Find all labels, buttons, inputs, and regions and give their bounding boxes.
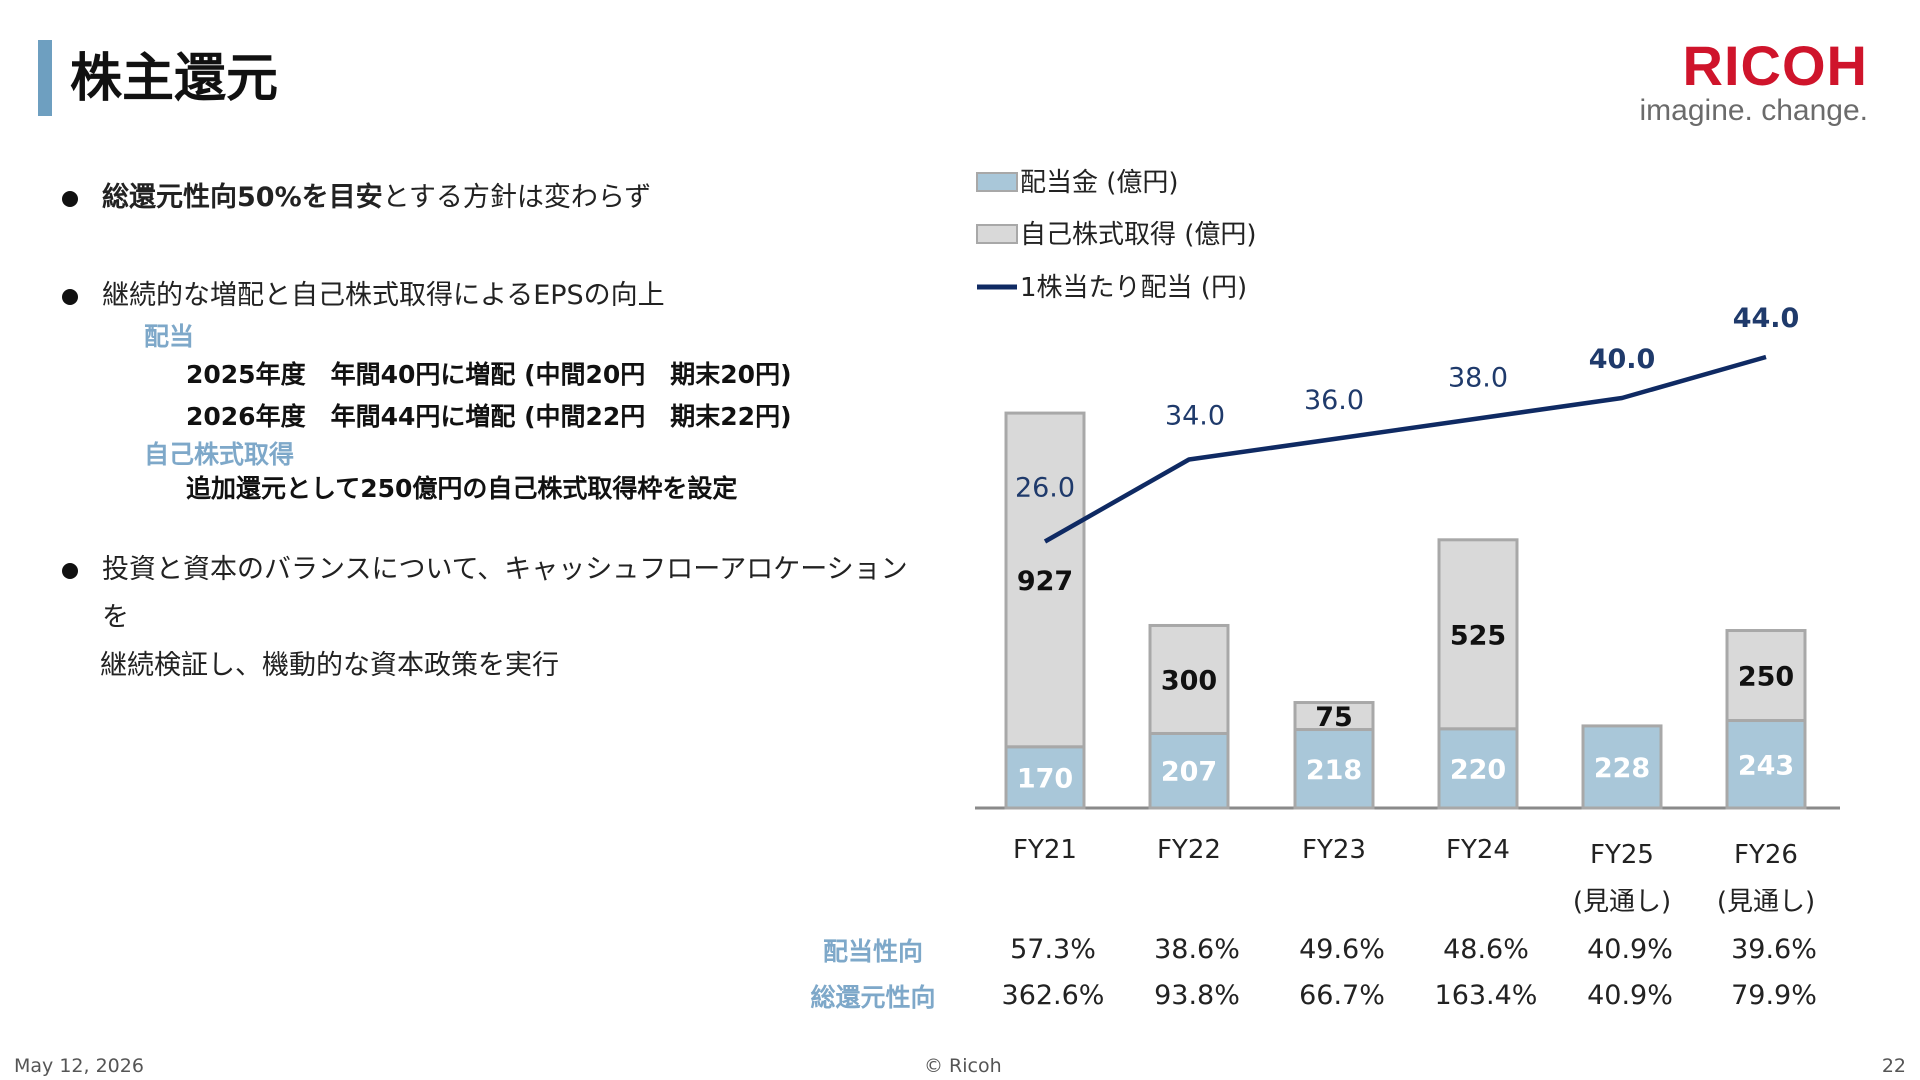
logo-wordmark: RICOH <box>1682 34 1868 97</box>
x-tick-note-fy26: (見通し) <box>1717 887 1815 917</box>
bar-label-dividend-fy24: 220 <box>1450 754 1506 785</box>
dps-label-fy21: 26.0 <box>1015 473 1075 504</box>
dps-line <box>1043 354 1767 544</box>
table-cell-payout-ratio-fy25: 40.9% <box>1587 934 1673 965</box>
x-tick-label-fy21: FY21 <box>1013 835 1077 865</box>
x-tick-label-fy26: FY26 <box>1734 840 1798 870</box>
bar-label-buyback-fy22: 300 <box>1161 665 1217 696</box>
dps-label-fy26: 44.0 <box>1733 303 1800 334</box>
table-cell-total-return-ratio-fy21: 362.6% <box>1002 980 1105 1011</box>
legend-label-dividend: 配当金 (億円) <box>1020 168 1179 198</box>
bar-buyback-fy22 <box>1148 623 1230 735</box>
bar-buyback-fy23 <box>1293 701 1375 732</box>
bullet-policy: 総還元性向50%を目安とする方針は変わらず <box>58 174 918 222</box>
dps-label-fy25: 40.0 <box>1589 344 1656 375</box>
bullet-list: 総還元性向50%を目安とする方針は変わらず 継続的な増配と自己株式取得によるEP… <box>58 170 918 690</box>
dps-label-fy24: 38.0 <box>1448 363 1508 394</box>
table-cell-payout-ratio-fy23: 49.6% <box>1299 934 1385 965</box>
table-cell-total-return-ratio-fy26: 79.9% <box>1731 980 1817 1011</box>
bar-label-buyback-fy24: 525 <box>1450 620 1506 651</box>
table-row-label-total-return-ratio: 総還元性向 <box>810 983 935 1012</box>
legend-label-buyback: 自己株式取得 (億円) <box>1020 220 1257 250</box>
bar-buyback-fy21 <box>1004 411 1086 749</box>
table-cell-total-return-ratio-fy22: 93.8% <box>1154 980 1240 1011</box>
bullet-eps: 継続的な増配と自己株式取得によるEPSの向上 <box>58 272 918 320</box>
bar-dividend-fy26 <box>1725 719 1807 810</box>
legend-swatch-buyback <box>976 224 1018 244</box>
table-cell-payout-ratio-fy21: 57.3% <box>1010 934 1096 965</box>
table-cell-payout-ratio-fy26: 39.6% <box>1731 934 1817 965</box>
footer-page-number: 22 <box>1881 1055 1906 1077</box>
bar-dividend-fy22 <box>1148 731 1230 810</box>
page-title: 株主還元 <box>70 49 279 109</box>
footer-copyright: © Ricoh <box>924 1055 1002 1077</box>
bar-label-dividend-fy26: 243 <box>1738 750 1794 781</box>
x-tick-label-fy24: FY24 <box>1446 835 1510 865</box>
legend-label-dps: 1株当たり配当 (円) <box>1020 273 1247 303</box>
bar-buyback-fy26 <box>1725 629 1807 723</box>
bar-label-dividend-fy22: 207 <box>1161 757 1217 788</box>
bullet-capital-policy-cont: 継続検証し、機動的な資本政策を実行 <box>100 650 559 681</box>
title-accent-bar <box>38 40 52 116</box>
bar-label-buyback-fy23: 75 <box>1315 702 1353 733</box>
bar-label-buyback-fy21: 927 <box>1017 566 1073 597</box>
table-cell-total-return-ratio-fy24: 163.4% <box>1435 980 1538 1011</box>
dividend-line-2026: 2026年度 年間44円に増配 (中間22円 期末22円) <box>186 402 792 431</box>
bar-label-dividend-fy25: 228 <box>1594 753 1650 784</box>
x-tick-label-fy22: FY22 <box>1157 835 1221 865</box>
buyback-heading: 自己株式取得 <box>144 440 295 469</box>
legend-swatch-dividend <box>976 172 1018 192</box>
x-tick-label-fy25: FY25 <box>1590 840 1654 870</box>
bar-dividend-fy24 <box>1437 727 1519 810</box>
dividend-line-2025: 2025年度 年間40円に増配 (中間20円 期末20円) <box>186 360 792 389</box>
footer-date: May 12, 2026 <box>14 1055 144 1077</box>
bar-buyback-fy24 <box>1437 538 1519 731</box>
logo-tagline: imagine. change. <box>1639 94 1869 127</box>
table-cell-total-return-ratio-fy25: 40.9% <box>1587 980 1673 1011</box>
buyback-line: 追加還元として250億円の自己株式取得枠を設定 <box>186 474 738 503</box>
table-cell-payout-ratio-fy24: 48.6% <box>1443 934 1529 965</box>
table-cell-payout-ratio-fy22: 38.6% <box>1154 934 1240 965</box>
bullet-policy-rest: とする方針は変わらず <box>382 182 652 213</box>
ricoh-logo: RICOH imagine. change. <box>1640 36 1869 128</box>
table-row-label-payout-ratio: 配当性向 <box>823 937 923 966</box>
dividend-heading: 配当 <box>144 322 195 351</box>
x-tick-label-fy23: FY23 <box>1302 835 1366 865</box>
bar-label-dividend-fy21: 170 <box>1017 763 1073 794</box>
bar-label-buyback-fy26: 250 <box>1738 662 1794 693</box>
dps-label-fy22: 34.0 <box>1165 401 1225 432</box>
bullet-capital-policy: 投資と資本のバランスについて、キャッシュフローアロケーションを <box>58 546 918 642</box>
bar-dividend-fy23 <box>1293 728 1375 810</box>
bullet-policy-strong: 総還元性向50%を目安 <box>102 182 383 213</box>
dps-label-fy23: 36.0 <box>1304 385 1364 416</box>
table-cell-total-return-ratio-fy23: 66.7% <box>1299 980 1385 1011</box>
bar-dividend-fy25 <box>1581 724 1663 810</box>
bar-label-dividend-fy23: 218 <box>1306 755 1362 786</box>
x-tick-note-fy25: (見通し) <box>1573 887 1671 917</box>
